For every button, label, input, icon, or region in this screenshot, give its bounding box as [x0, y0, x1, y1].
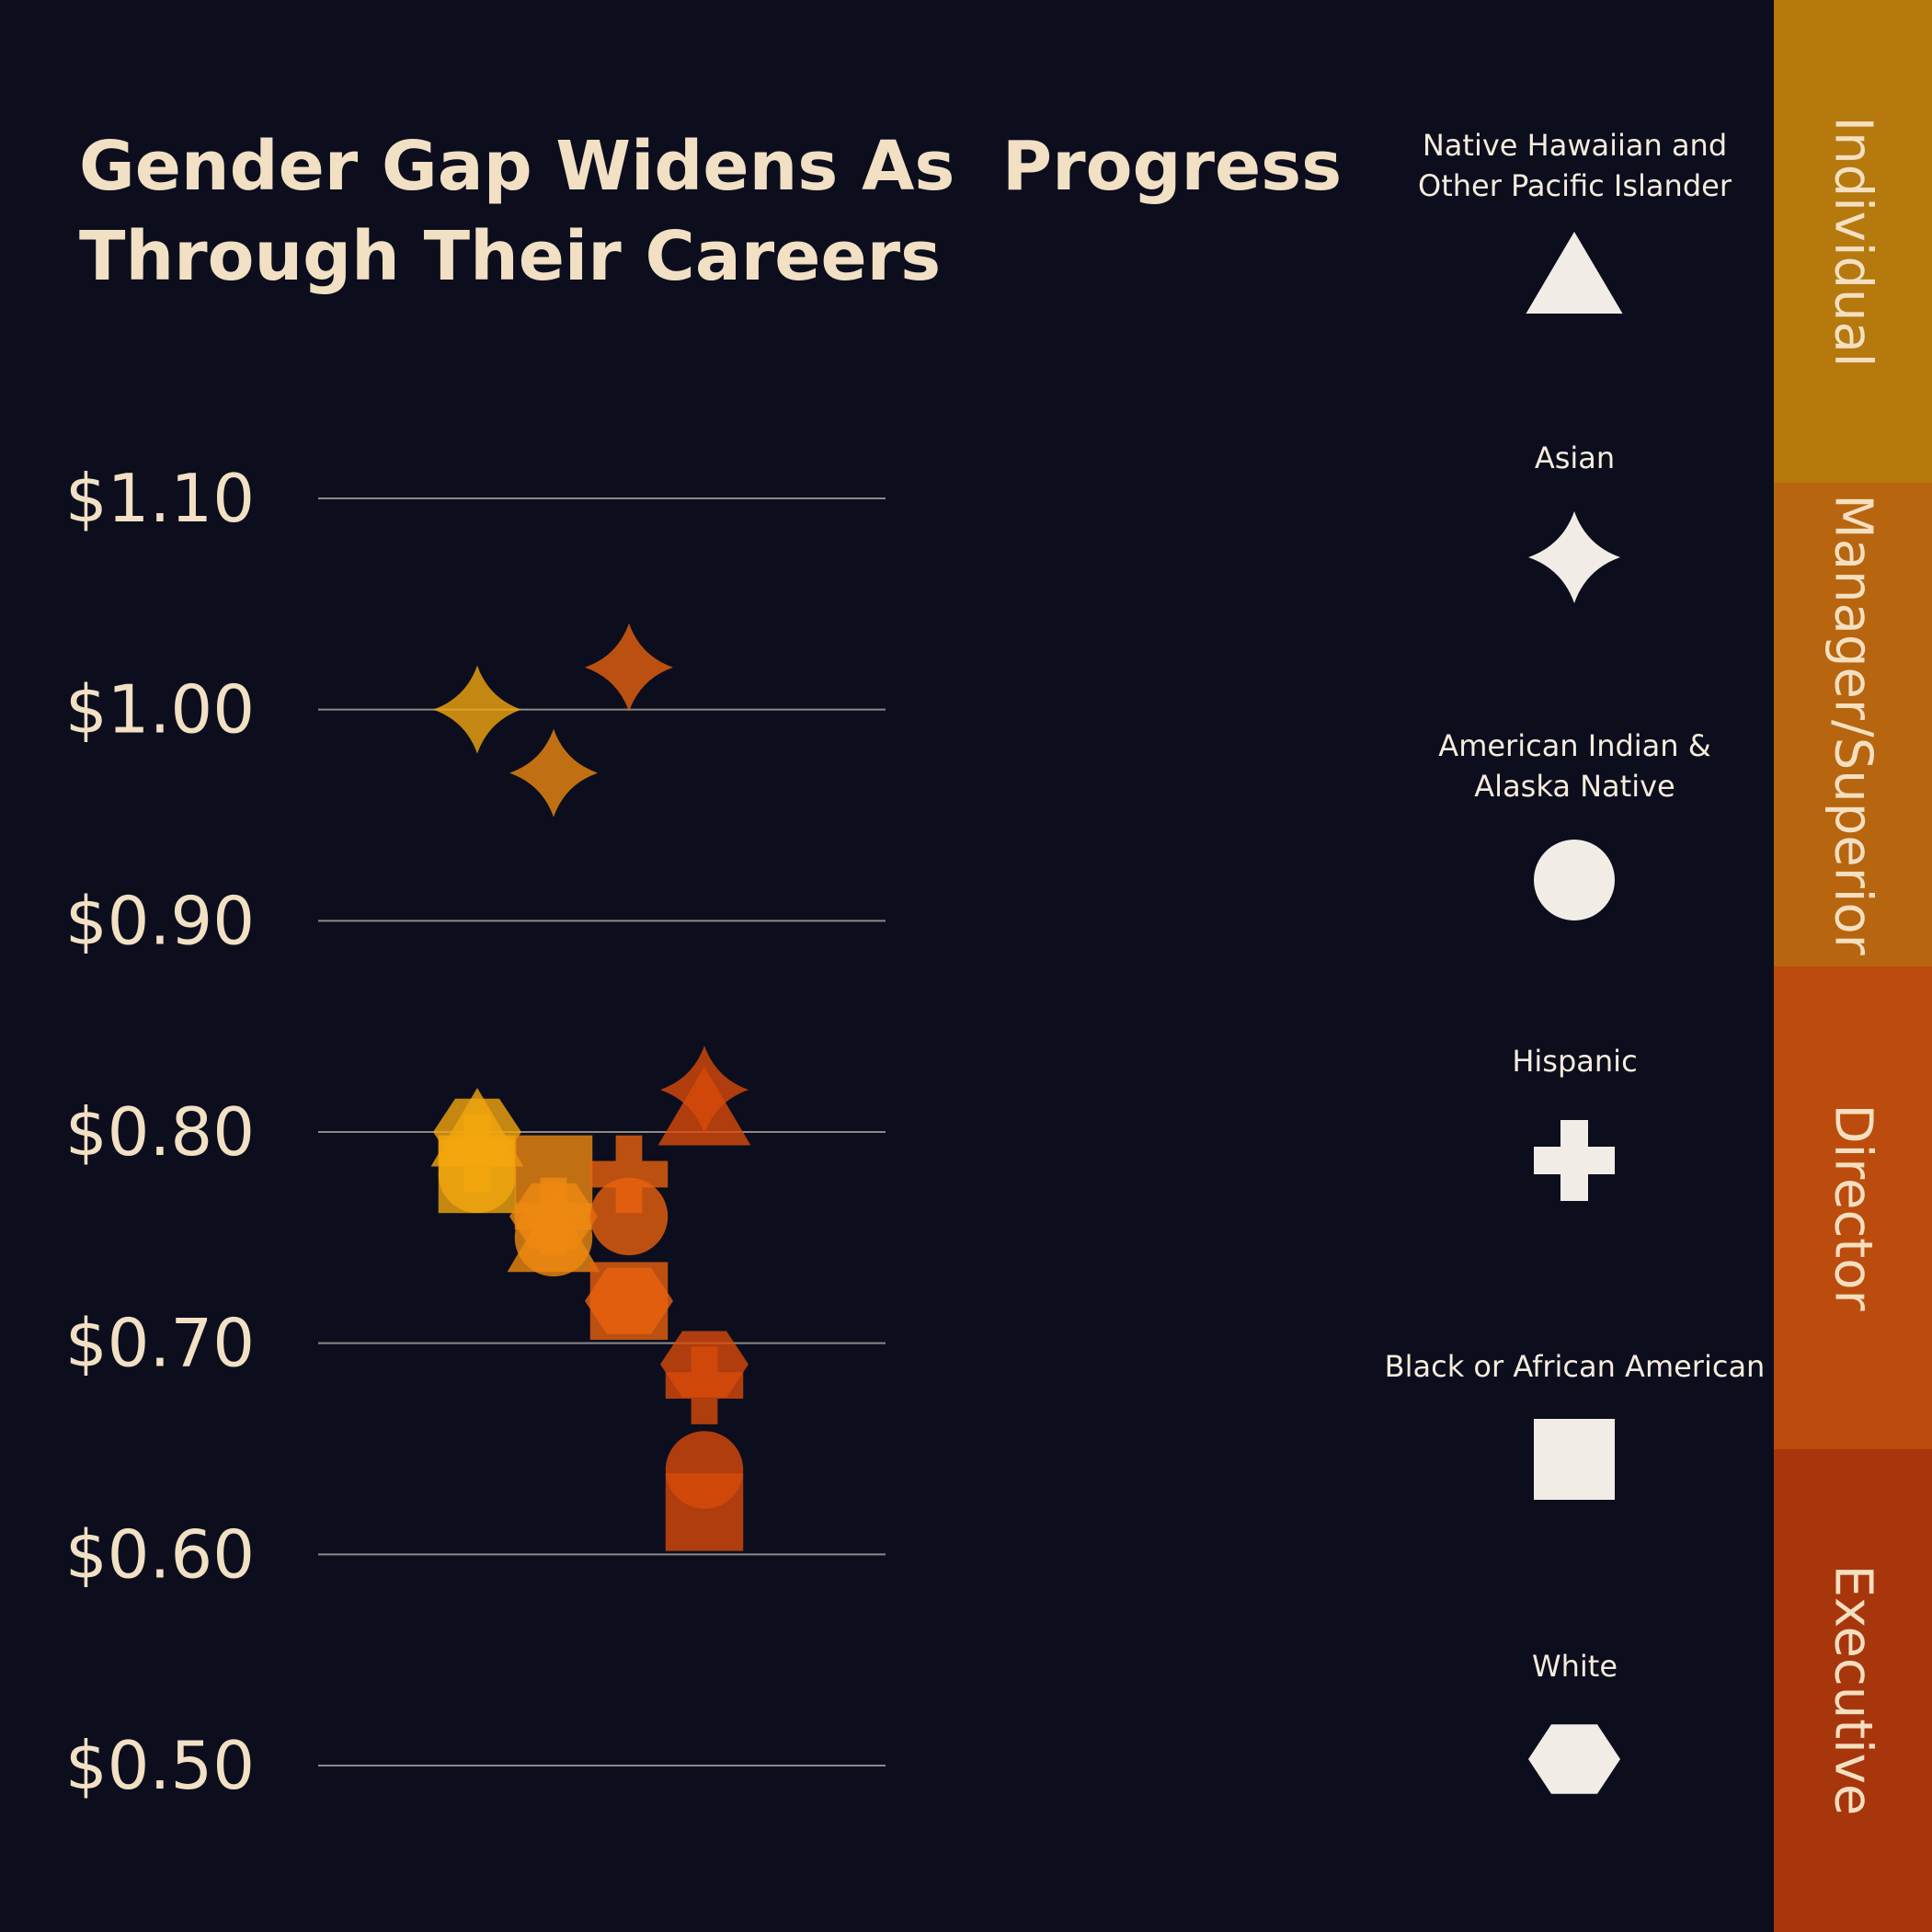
chart-title: Gender Gap Widens As Progress Through Th…: [79, 121, 1343, 302]
y-tick-label-6: $0.50: [65, 1727, 255, 1804]
band-manager-superior: Manager/Superior: [1774, 483, 1932, 966]
y-tick-label-0: $1.10: [65, 460, 255, 537]
legend-label-hispanic: Hispanic: [1512, 1044, 1638, 1079]
band-director: Director: [1774, 966, 1932, 1449]
band-individual: Individual: [1774, 0, 1932, 484]
gridlines: [318, 497, 886, 1766]
band-label-director: Director: [1823, 1103, 1883, 1311]
circle-icon: [1534, 840, 1615, 920]
square-icon: [1534, 1419, 1615, 1500]
y-tick-label-1: $1.00: [65, 671, 255, 749]
data-points: [430, 623, 751, 1551]
band-label-executive: Executive: [1823, 1565, 1883, 1816]
chart-title-line-2: Through Their Careers: [79, 217, 942, 296]
legend-label-white: White: [1531, 1649, 1618, 1684]
y-tick-label-5: $0.60: [65, 1515, 255, 1593]
point-director-circle: [589, 1177, 669, 1256]
y-tick-label-2: $0.90: [65, 882, 255, 959]
point-director-cross: [589, 1135, 669, 1214]
star-icon: [1528, 511, 1620, 603]
y-axis-tick-labels: $1.10 $1.00 $0.90 $0.80 $0.70 $0.60 $0.50: [65, 460, 255, 1804]
point-director-hexagon: [585, 1267, 673, 1334]
chart-title-line-1: Gender Gap Widens As Progress: [79, 127, 1343, 206]
point-manager-superior-star: [509, 728, 598, 817]
hexagon-icon: [1528, 1724, 1620, 1794]
legend-label-american-indian: American Indian & Alaska Native: [1438, 728, 1711, 804]
band-executive: Executive: [1774, 1448, 1932, 1932]
band-label-individual: Individual: [1823, 116, 1883, 367]
y-tick-label-4: $0.70: [65, 1305, 255, 1382]
cross-icon: [1534, 1120, 1615, 1201]
scatter-plot: $1.10 $1.00 $0.90 $0.80 $0.70 $0.60 $0.50: [65, 460, 886, 1804]
legend-label-asian: Asian: [1534, 440, 1616, 475]
point-executive-cross: [665, 1346, 744, 1424]
point-executive-square: [665, 1473, 744, 1551]
y-tick-label-3: $0.80: [65, 1093, 255, 1171]
legend-label-native-hawaiian: Native Hawaiian and Other Pacific Islande…: [1418, 128, 1732, 203]
legend-label-black: Black or African American: [1384, 1349, 1766, 1384]
point-executive-star: [660, 1046, 749, 1135]
band-label-manager-superior: Manager/Superior: [1823, 494, 1883, 955]
triangle-icon: [1526, 232, 1623, 314]
career-level-bar: Individual Manager/Superior Director Exe…: [1774, 0, 1932, 1932]
point-individual-star: [433, 665, 521, 754]
point-individual-hexagon: [433, 1098, 521, 1166]
point-manager-superior-hexagon: [509, 1183, 598, 1250]
point-director-star: [585, 623, 673, 712]
